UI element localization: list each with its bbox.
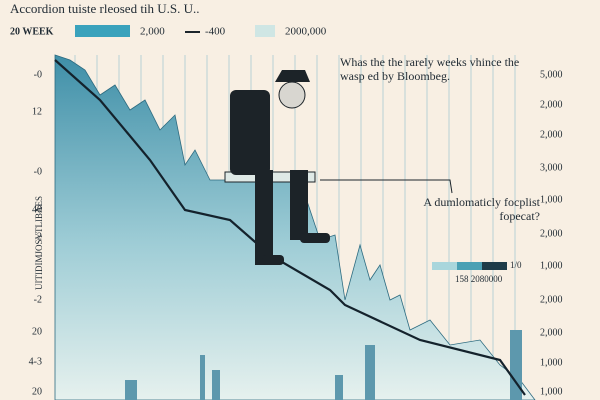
left-tick-label: -2 — [34, 294, 42, 305]
right-tick-label: 5,000 — [540, 69, 563, 80]
left-tick-label: -0 — [34, 69, 42, 80]
right-tick-label: 2,000 — [540, 99, 563, 110]
annotation-text: A dumlomaticly focplist fopecat? — [423, 195, 540, 223]
annotation: Whas the the rarely weeks vhince the was… — [340, 55, 520, 83]
title: Accordion tuiste rleosed tih U.S. U.. — [10, 1, 200, 16]
left-tick-label: 12 — [32, 106, 42, 117]
left-tick-label: -0 — [34, 166, 42, 177]
right-tick-label: 2,000 — [540, 327, 563, 338]
legend-label: 2,000 — [140, 26, 165, 38]
legend-label: 20 WEEK — [10, 26, 54, 37]
figure — [224, 70, 330, 265]
right-tick-label: 2,000 — [540, 129, 563, 140]
right-tick-label: 2,000 — [540, 294, 563, 305]
right-tick-label: 3,000 — [540, 162, 563, 173]
annotation-text: Whas the the rarely weeks vhince the was… — [340, 55, 520, 83]
right-tick-label: 1,000 — [540, 194, 563, 205]
right-tick-label: 1,000 — [540, 260, 563, 271]
annotation: A dumlomaticly focplist fopecat? — [423, 195, 540, 223]
inset-label: 1/0 — [510, 260, 522, 270]
legend-label: -400 — [205, 26, 226, 38]
inset-bar — [432, 262, 507, 270]
inset-label: 158 2080000 — [455, 274, 503, 284]
left-tick-label: 20 — [32, 326, 42, 337]
legend-label: 2000,000 — [285, 26, 327, 38]
right-tick-label: 1,000 — [540, 386, 563, 397]
legend-swatch — [75, 25, 130, 37]
left-tick-label: 40 — [32, 204, 42, 215]
left-tick-label: 20 — [32, 386, 42, 397]
axis-label: UITIDIMJOSYTLIBAES — [34, 196, 44, 290]
arrow — [320, 179, 453, 194]
skyline — [125, 330, 522, 400]
left-tick-label: 4-3 — [29, 356, 42, 367]
right-tick-label: 1,000 — [540, 357, 563, 368]
legend-swatch — [255, 25, 275, 37]
right-tick-label: 2,000 — [540, 228, 563, 239]
left-tick-label: 2 — [37, 231, 42, 242]
